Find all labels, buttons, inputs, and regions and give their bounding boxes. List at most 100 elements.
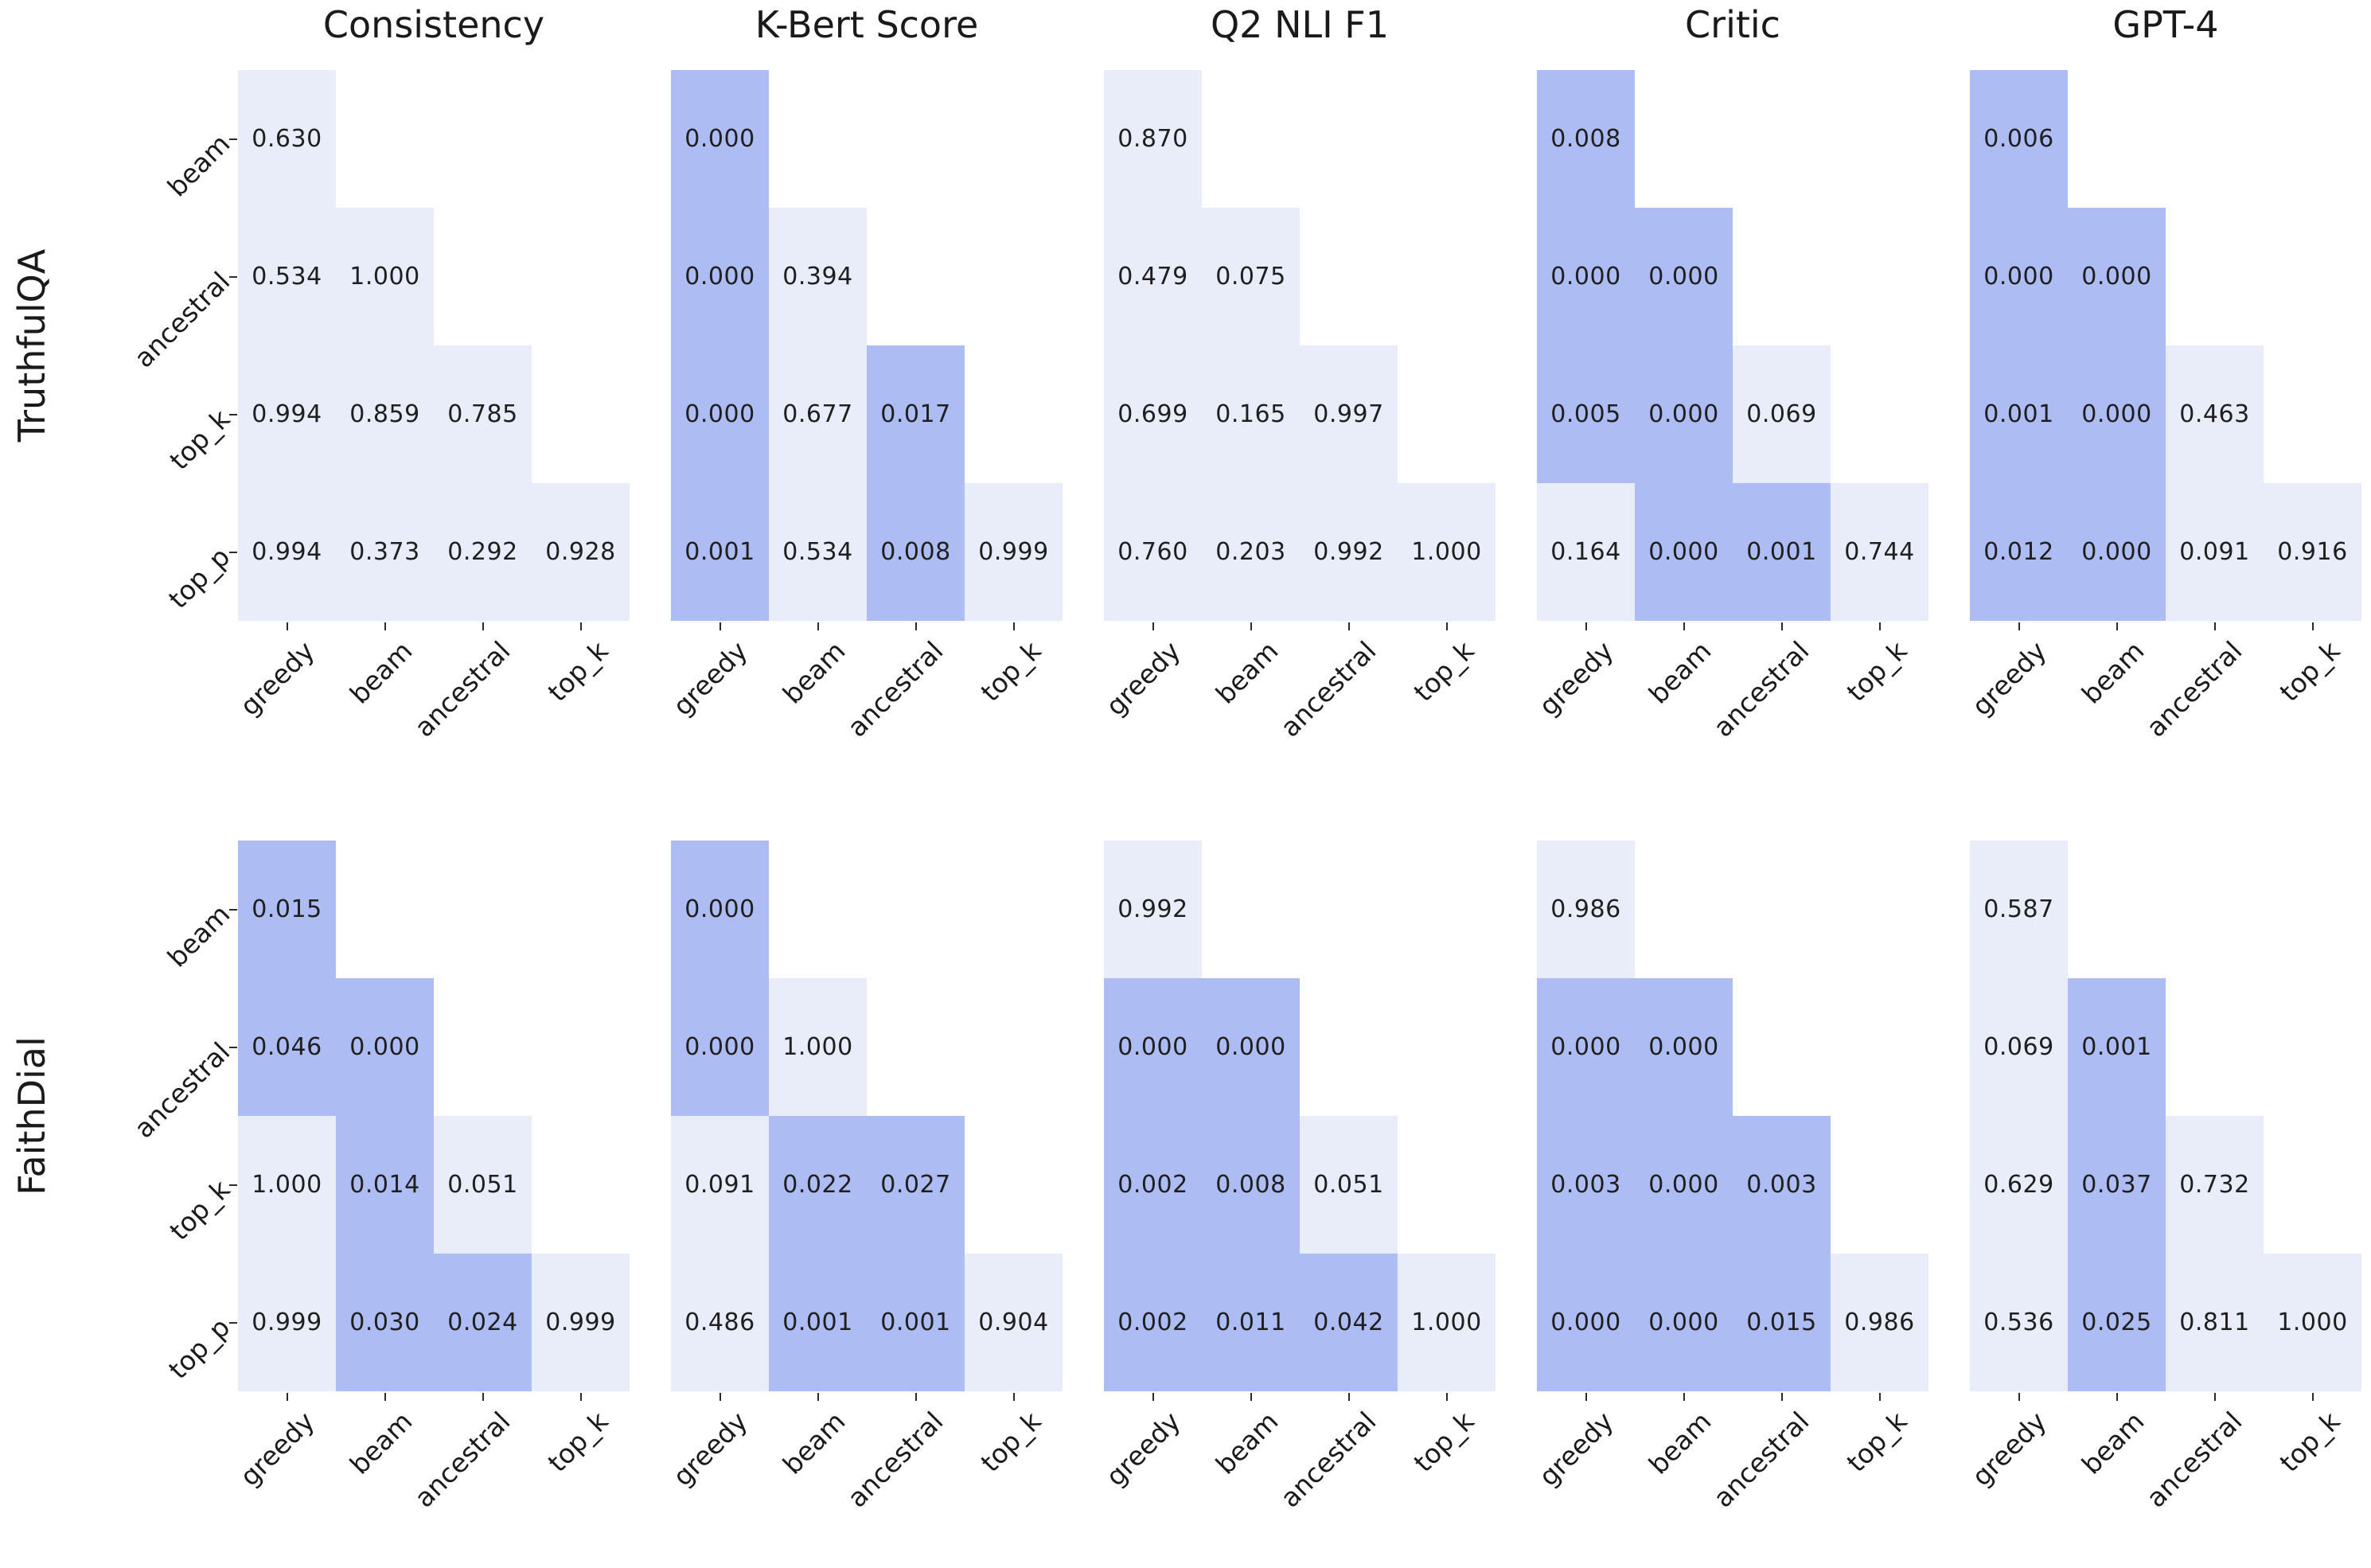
heatmap-cell: 0.629 bbox=[1970, 1116, 2068, 1254]
heatmap-cell: 0.000 bbox=[671, 70, 769, 208]
heatmap-cell: 0.536 bbox=[1970, 1254, 2068, 1391]
heatmap-cell: 0.008 bbox=[1202, 1116, 1300, 1254]
heatmap-cell: 0.986 bbox=[1537, 841, 1635, 978]
heatmap-cell: 0.027 bbox=[867, 1116, 965, 1254]
heatmap-cell: 0.999 bbox=[532, 1254, 630, 1391]
heatmap-cell: 0.069 bbox=[1970, 978, 2068, 1116]
x-tick-label: greedy bbox=[1965, 1406, 2053, 1492]
x-tick bbox=[482, 622, 484, 630]
x-tick bbox=[2213, 1393, 2216, 1401]
y-tick bbox=[229, 908, 237, 911]
heatmap-panel-faithdial-consistency: 0.015 greedy beam ancestral top_k beam 0.046 0.… bbox=[128, 841, 630, 1514]
heatmap-panel-truthfulqa-critic: 0.008 greedy beam ancestral top_k 0.000 0.000 0… bbox=[1532, 70, 1928, 743]
heatmap-cell: 0.997 bbox=[1300, 345, 1398, 483]
heatmap-cell: 0.859 bbox=[336, 345, 434, 483]
y-tick bbox=[229, 138, 237, 140]
x-tick bbox=[1445, 1393, 1448, 1401]
heatmap-cell: 0.015 bbox=[1733, 1254, 1831, 1391]
column-title-kbert-score: K-Bert Score bbox=[755, 3, 979, 46]
heatmap-cell: 0.001 bbox=[867, 1254, 965, 1391]
x-tick bbox=[2018, 1393, 2020, 1401]
heatmap-cell: 0.000 bbox=[1635, 208, 1733, 345]
heatmap-cell: 0.001 bbox=[1970, 345, 2068, 483]
x-tick-label: ancestral bbox=[2139, 635, 2248, 743]
heatmap-cell: 0.699 bbox=[1104, 345, 1202, 483]
heatmap-cell: 0.024 bbox=[434, 1254, 532, 1391]
x-tick-label: greedy bbox=[1532, 1406, 1620, 1492]
x-tick-label: beam bbox=[2075, 1406, 2151, 1480]
heatmap-cell: 0.463 bbox=[2166, 345, 2264, 483]
x-tick bbox=[286, 622, 288, 630]
heatmap-cell: 0.000 bbox=[1104, 978, 1202, 1116]
x-tick-label: ancestral bbox=[1273, 635, 1382, 743]
x-tick-label: top_k bbox=[541, 1406, 614, 1478]
heatmap-cell: 0.000 bbox=[2068, 208, 2166, 345]
heatmap-cell: 0.587 bbox=[1970, 841, 2068, 978]
x-tick-label: beam bbox=[2075, 635, 2151, 710]
heatmap-cell: 0.000 bbox=[1202, 978, 1300, 1116]
heatmap-cell: 0.677 bbox=[769, 345, 867, 483]
heatmap-cell: 0.014 bbox=[336, 1116, 434, 1254]
heatmap-cell: 0.000 bbox=[671, 208, 769, 345]
heatmap-cell: 1.000 bbox=[769, 978, 867, 1116]
heatmap-cell: 0.002 bbox=[1104, 1116, 1202, 1254]
x-tick-label: top_k bbox=[974, 635, 1047, 708]
heatmap-panel-faithdial-k-bert-score: 0.000 greedy beam ancestral top_k 0.000 1.000 0… bbox=[666, 841, 1063, 1514]
heatmap-cell: 0.075 bbox=[1202, 208, 1300, 345]
x-tick bbox=[1347, 1393, 1350, 1401]
x-tick-label: beam bbox=[343, 635, 419, 710]
x-tick bbox=[1683, 622, 1685, 630]
heatmap-cell: 0.000 bbox=[1635, 345, 1733, 483]
x-tick bbox=[1012, 622, 1015, 630]
heatmap-cell: 0.037 bbox=[2068, 1116, 2166, 1254]
heatmap-cell: 0.003 bbox=[1733, 1116, 1831, 1254]
heatmap-cell: 0.999 bbox=[238, 1254, 336, 1391]
heatmap-cell: 0.000 bbox=[1537, 978, 1635, 1116]
heatmap-cell: 0.011 bbox=[1202, 1254, 1300, 1391]
heatmap-cell: 0.744 bbox=[1831, 483, 1928, 621]
x-tick-label: top_k bbox=[1840, 635, 1913, 708]
heatmap-cell: 0.986 bbox=[1831, 1254, 1928, 1391]
x-tick-label: beam bbox=[1642, 1406, 1718, 1480]
heatmap-cell: 0.000 bbox=[1537, 208, 1635, 345]
heatmap-cell: 0.000 bbox=[2068, 483, 2166, 621]
heatmap-cell: 0.992 bbox=[1300, 483, 1398, 621]
x-tick-label: ancestral bbox=[408, 1406, 517, 1514]
x-tick-label: greedy bbox=[1099, 635, 1187, 722]
heatmap-cell: 0.000 bbox=[1537, 1254, 1635, 1391]
heatmap-cell: 0.017 bbox=[867, 345, 965, 483]
y-tick bbox=[229, 275, 237, 278]
heatmap-cell: 0.006 bbox=[1970, 70, 2068, 208]
heatmap-cell: 0.000 bbox=[2068, 345, 2166, 483]
heatmap-cell: 0.042 bbox=[1300, 1254, 1398, 1391]
x-tick bbox=[1152, 622, 1154, 630]
heatmap-cell: 0.928 bbox=[532, 483, 630, 621]
heatmap-cell: 0.000 bbox=[1635, 1116, 1733, 1254]
y-tick bbox=[229, 1184, 237, 1186]
heatmap-panel-faithdial-gpt-4: 0.587 greedy beam ancestral top_k 0.069 0.001 0… bbox=[1965, 841, 2361, 1514]
heatmap-cell: 0.000 bbox=[1635, 978, 1733, 1116]
x-tick bbox=[2311, 622, 2314, 630]
heatmap-cell: 0.069 bbox=[1733, 345, 1831, 483]
heatmap-cell: 0.000 bbox=[1635, 1254, 1733, 1391]
heatmap-cell: 1.000 bbox=[2264, 1254, 2361, 1391]
x-tick-label: beam bbox=[1209, 635, 1285, 710]
heatmap-cell: 0.479 bbox=[1104, 208, 1202, 345]
heatmap-cell: 1.000 bbox=[238, 1116, 336, 1254]
heatmap-panel-truthfulqa-gpt-4: 0.006 greedy beam ancestral top_k 0.000 0.000 0… bbox=[1965, 70, 2361, 743]
x-tick bbox=[1780, 1393, 1783, 1401]
x-tick bbox=[2018, 622, 2020, 630]
x-tick-label: top_k bbox=[2273, 1406, 2346, 1478]
x-tick-label: greedy bbox=[1099, 1406, 1187, 1492]
heatmap-cell: 0.051 bbox=[434, 1116, 532, 1254]
column-title-gpt4: GPT-4 bbox=[2112, 3, 2219, 46]
x-tick bbox=[1012, 1393, 1015, 1401]
heatmap-cell: 0.001 bbox=[2068, 978, 2166, 1116]
heatmap-cell: 0.001 bbox=[671, 483, 769, 621]
x-tick bbox=[1347, 622, 1350, 630]
heatmap-cell: 0.051 bbox=[1300, 1116, 1398, 1254]
column-title-consistency: Consistency bbox=[322, 3, 545, 46]
heatmap-cell: 1.000 bbox=[1398, 483, 1496, 621]
x-tick bbox=[286, 1393, 288, 1401]
heatmap-cell: 0.025 bbox=[2068, 1254, 2166, 1391]
